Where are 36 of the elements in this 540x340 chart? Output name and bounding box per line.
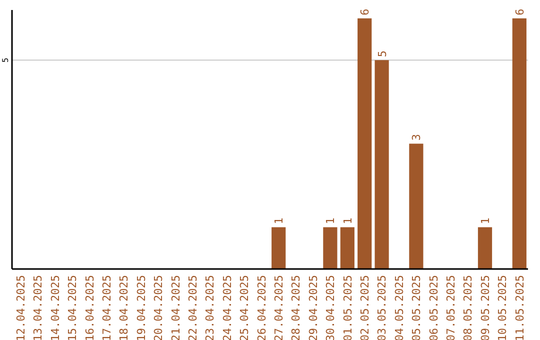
bar xyxy=(478,227,492,269)
x-tick-label: 20.04.2025 xyxy=(152,275,166,340)
x-tick-label: 15.04.2025 xyxy=(66,275,80,340)
x-tick-label: 11.05.2025 xyxy=(513,275,526,340)
data-label: 1 xyxy=(479,218,492,224)
bar xyxy=(323,227,338,269)
x-tick-label: 17.04.2025 xyxy=(100,275,114,340)
bar xyxy=(340,227,354,269)
data-label: 3 xyxy=(410,134,424,141)
bar xyxy=(512,18,526,269)
x-tick-label: 14.04.2025 xyxy=(48,275,62,340)
x-tick-label: 18.04.2025 xyxy=(118,275,131,340)
x-tick-label: 19.04.2025 xyxy=(134,275,148,340)
x-tick-label: 22.04.2025 xyxy=(186,275,200,340)
data-label: 5 xyxy=(376,50,389,58)
x-tick-label: 16.04.2025 xyxy=(83,275,96,340)
data-label: 6 xyxy=(358,8,372,16)
data-label: 1 xyxy=(341,218,354,224)
x-tick-label: 23.04.2025 xyxy=(204,275,217,340)
x-tick-label: 12.04.2025 xyxy=(14,275,28,340)
x-tick-label: 27.04.2025 xyxy=(272,275,286,340)
data-label: 1 xyxy=(324,218,338,224)
x-tick-label: 29.04.2025 xyxy=(306,275,320,340)
x-tick-label: 13.04.2025 xyxy=(32,275,45,340)
bar xyxy=(374,60,389,269)
data-label: 1 xyxy=(272,218,286,224)
x-tick-label: 24.04.2025 xyxy=(220,275,234,340)
x-tick-label: 21.04.2025 xyxy=(169,275,182,340)
bar xyxy=(409,144,424,269)
x-tick-label: 26.04.2025 xyxy=(255,275,268,340)
x-tick-label: 25.04.2025 xyxy=(238,275,252,340)
data-label: 6 xyxy=(513,8,526,16)
bar xyxy=(272,227,286,269)
x-tick-label: 28.04.2025 xyxy=(290,275,303,340)
bar xyxy=(358,18,372,269)
x-tick-label: 10.05.2025 xyxy=(496,275,510,340)
